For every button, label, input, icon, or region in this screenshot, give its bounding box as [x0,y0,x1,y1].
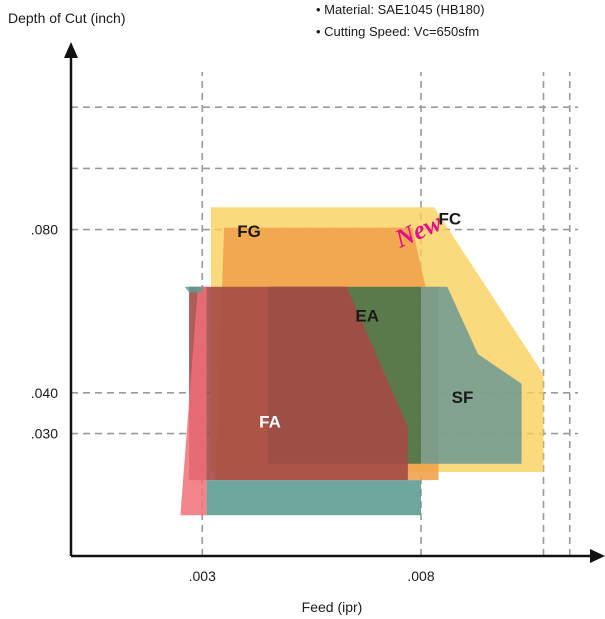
region-label-fg: FG [237,222,261,241]
region-fa [189,286,408,481]
region-label-ea: EA [355,306,379,325]
region-label-fa: FA [259,412,281,431]
region-band-6 [184,286,203,293]
y-tick-label-0: .030 [31,426,58,442]
region-sf [421,286,522,464]
y-axis-label: Depth of Cut (inch) [8,10,126,26]
region-labels-layer: FC FG SF EA FA [237,210,473,432]
tick-labels: .003 .008 .030 .040 .080 [31,222,435,584]
x-axis-arrow-icon [590,549,605,563]
region-band-7 [206,480,421,516]
y-tick-label-2: .080 [31,222,58,238]
condition-cutting-speed: • Cutting Speed: Vc=650sfm [316,24,479,39]
y-axis-arrow-icon [64,42,78,58]
region-band-5 [180,286,207,516]
regions-layer [180,207,544,516]
condition-material: • Material: SAE1045 (HB180) [316,2,485,17]
x-tick-label-1: .008 [407,568,434,584]
x-axis-label: Feed (ipr) [302,599,363,615]
y-tick-label-1: .040 [31,385,58,401]
x-tick-label-0: .003 [189,568,216,584]
region-label-fc: FC [439,210,462,229]
region-label-sf: SF [452,388,474,407]
axes [64,42,605,563]
